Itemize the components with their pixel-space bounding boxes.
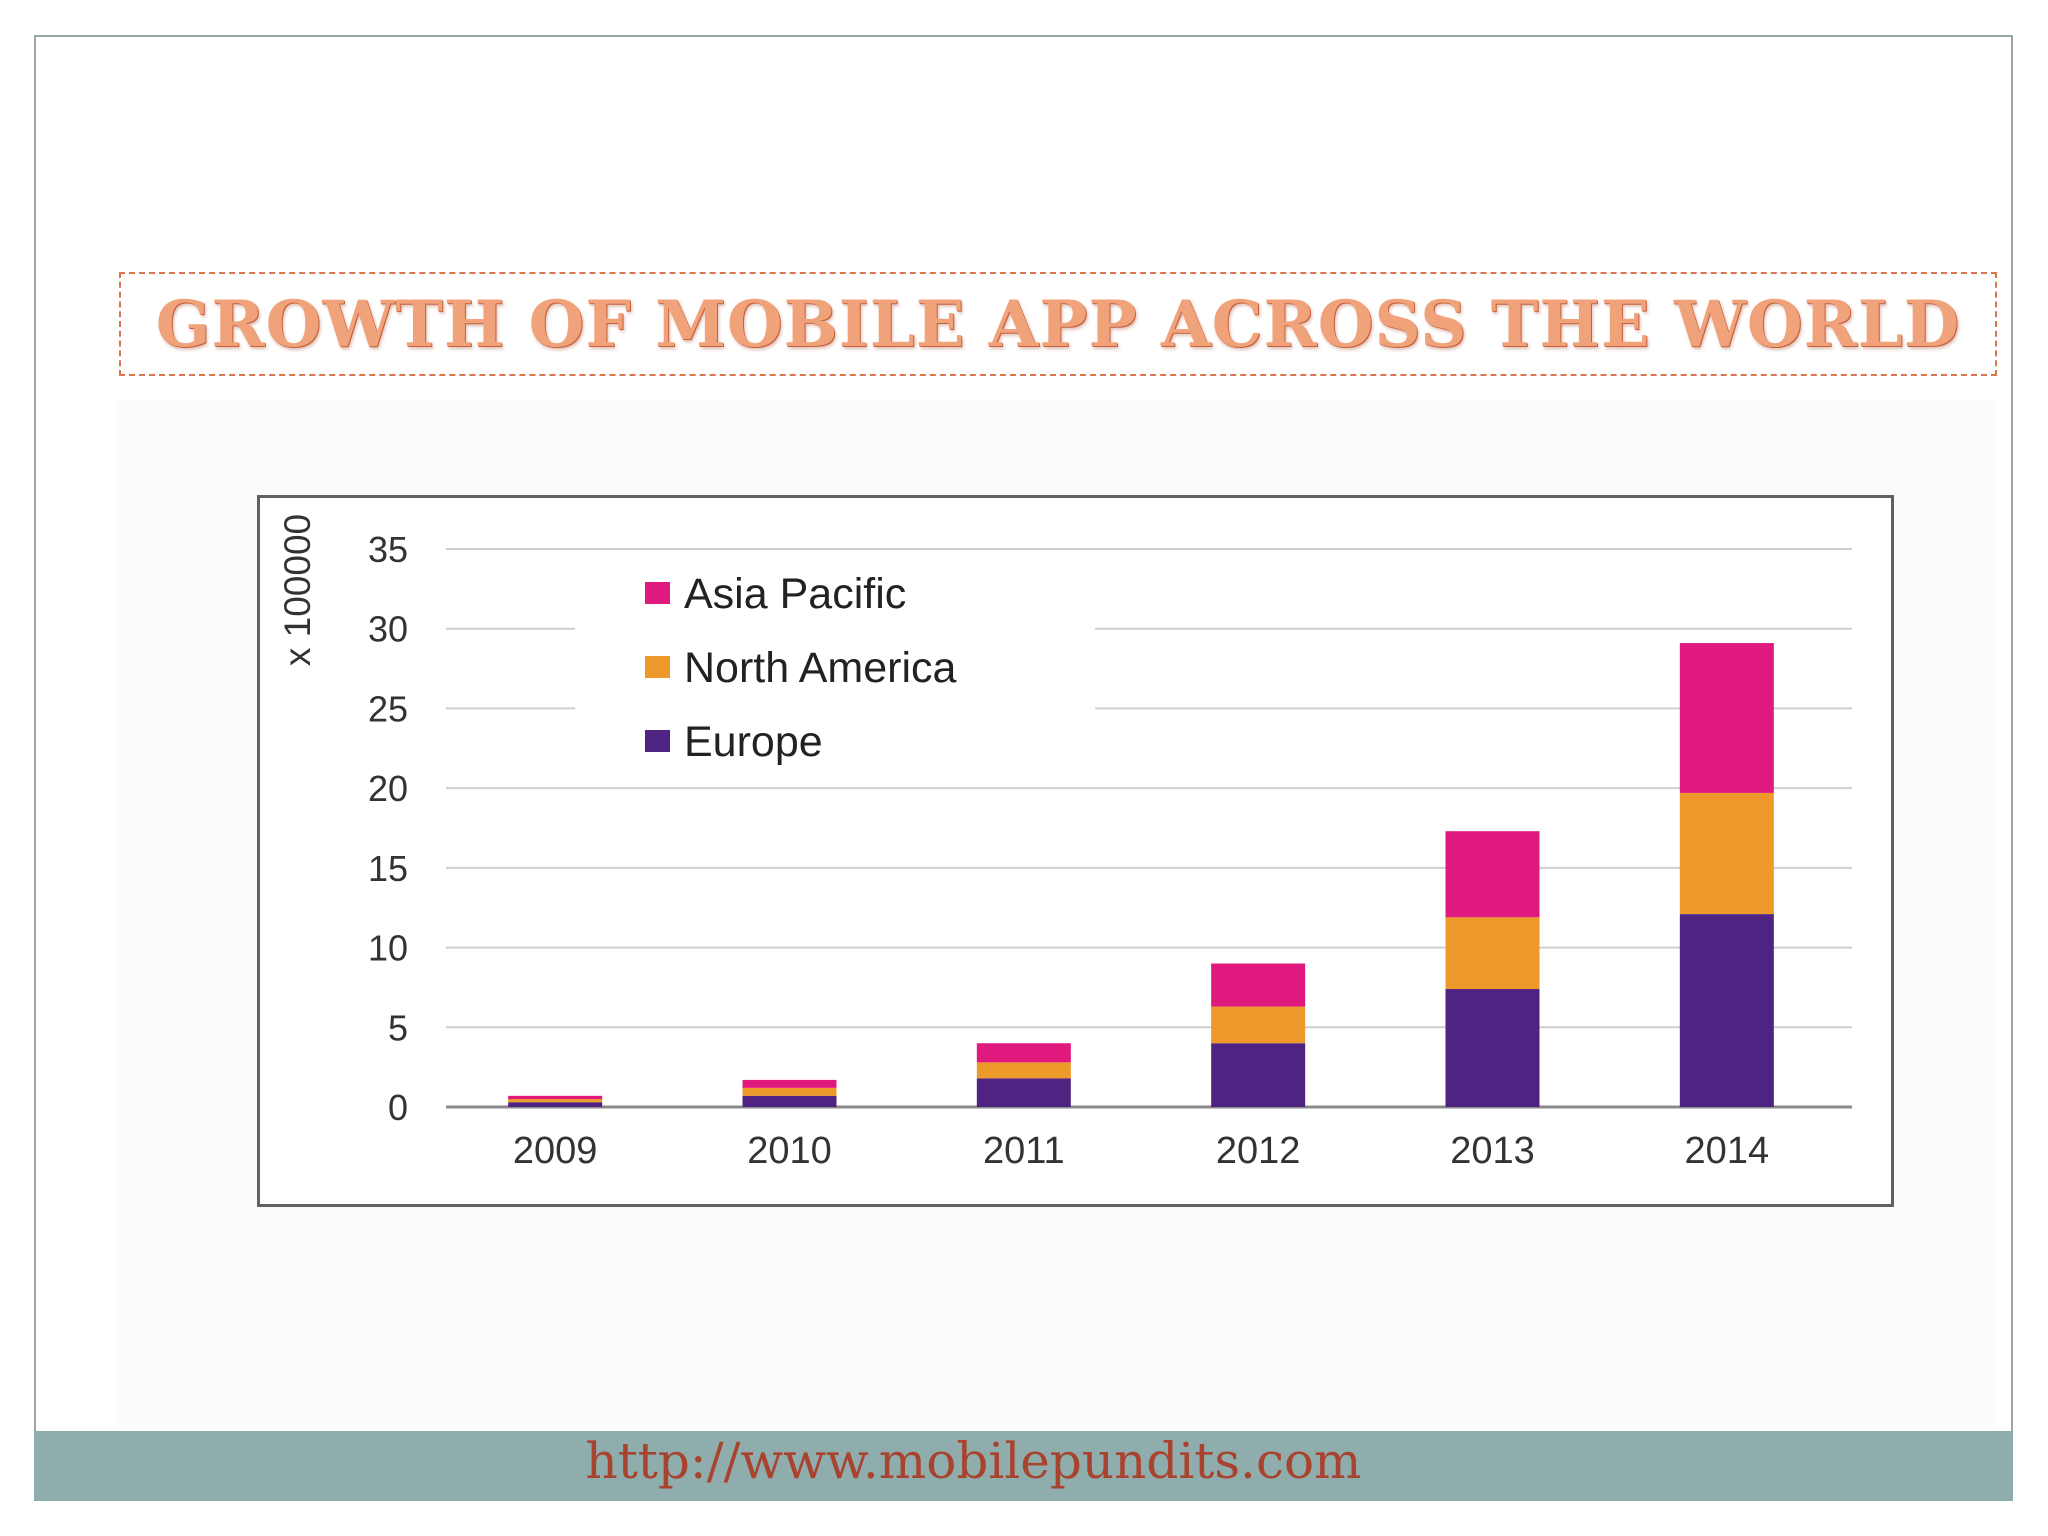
bar-europe-2013 — [1445, 989, 1540, 1107]
x-tick-2014: 2014 — [1685, 1130, 1770, 1172]
chart-container: 0 5 10 15 20 25 30 35 2009 2010 2011 2012 2013 2014 x… — [257, 495, 1894, 1207]
bar-asia-pacific-2011 — [976, 1043, 1071, 1063]
y-tick-0: 0 — [388, 1087, 408, 1128]
y-tick-20: 20 — [368, 768, 408, 809]
legend-label-north-america: North America — [684, 644, 957, 692]
bar-europe-2011 — [976, 1078, 1071, 1107]
x-tick-2011: 2011 — [983, 1130, 1065, 1172]
x-tick-2012: 2012 — [1216, 1130, 1301, 1172]
bar-europe-2012 — [1211, 1043, 1306, 1107]
bar-north-america-2010 — [742, 1087, 837, 1096]
bar-asia-pacific-2014 — [1679, 643, 1774, 793]
x-tick-2013: 2013 — [1450, 1130, 1535, 1172]
footer-link[interactable]: http://www.mobilepundits.com — [585, 1432, 1362, 1490]
bar-asia-pacific-2013 — [1445, 831, 1540, 918]
legend-swatch-asia-pacific — [645, 582, 670, 604]
bar-asia-pacific-2012 — [1211, 963, 1306, 1007]
bars — [508, 643, 1774, 1107]
bar-north-america-2009 — [508, 1099, 603, 1103]
bar-north-america-2012 — [1211, 1006, 1306, 1044]
legend: Asia Pacific North America Europe — [645, 570, 957, 766]
bar-north-america-2011 — [976, 1062, 1071, 1079]
legend-label-asia-pacific: Asia Pacific — [684, 570, 906, 618]
bar-europe-2010 — [742, 1095, 837, 1107]
y-tick-35: 35 — [368, 529, 408, 570]
y-axis-label: x 100000 — [277, 514, 318, 666]
title-box: GROWTH OF MOBILE APP ACROSS THE WORLD — [119, 272, 1997, 376]
footer-bar: http://www.mobilepundits.com — [34, 1431, 2013, 1501]
bar-asia-pacific-2010 — [742, 1079, 837, 1088]
legend-label-europe: Europe — [684, 718, 823, 766]
bar-north-america-2014 — [1679, 792, 1774, 915]
tick-labels: 0 5 10 15 20 25 30 35 2009 2010 2011 2012 2013 2014 — [368, 529, 1769, 1172]
stacked-bar-chart: 0 5 10 15 20 25 30 35 2009 2010 2011 2012 2013 2014 x… — [277, 514, 1852, 1172]
bar-europe-2009 — [508, 1102, 603, 1107]
legend-swatch-europe — [645, 730, 670, 752]
y-tick-25: 25 — [368, 688, 408, 729]
x-tick-2009: 2009 — [513, 1130, 598, 1172]
y-tick-10: 10 — [368, 928, 408, 969]
bar-europe-2014 — [1679, 914, 1774, 1107]
slide-title: GROWTH OF MOBILE APP ACROSS THE WORLD — [155, 286, 1961, 362]
y-tick-15: 15 — [368, 848, 408, 889]
legend-swatch-north-america — [645, 656, 670, 678]
bar-north-america-2013 — [1445, 917, 1540, 990]
bar-asia-pacific-2009 — [508, 1095, 603, 1100]
y-tick-30: 30 — [368, 609, 408, 650]
x-tick-2010: 2010 — [747, 1130, 832, 1172]
y-tick-5: 5 — [388, 1007, 408, 1048]
